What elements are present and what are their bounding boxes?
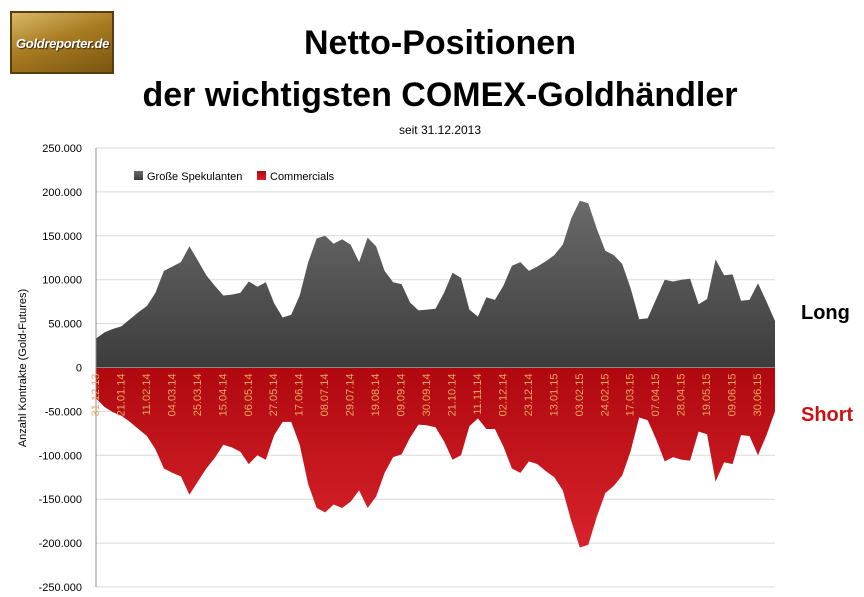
x-tick-label: 07.04.15 <box>650 374 662 417</box>
legend-label-short: Commercials <box>270 171 335 183</box>
x-tick-label: 09.06.15 <box>727 374 739 417</box>
y-tick-label: 250.000 <box>42 143 82 155</box>
x-tick-label: 24.02.15 <box>599 374 611 417</box>
chart-subtitle: seit 31.12.2013 <box>398 123 482 137</box>
x-tick-label: 19.05.15 <box>701 374 713 417</box>
chart-title-line2: der wichtigsten COMEX-Goldhändler <box>142 76 738 114</box>
legend-label-long: Große Spekulanten <box>147 171 242 183</box>
y-tick-label: 150.000 <box>42 231 82 243</box>
x-tick-label: 25.03.14 <box>192 373 204 416</box>
x-tick-label: 30.09.14 <box>421 373 433 416</box>
x-tick-label: 19.08.14 <box>370 374 382 417</box>
x-tick-label: 28.04.15 <box>676 373 688 416</box>
x-tick-label: 17.03.15 <box>625 373 637 416</box>
y-tick-label: -50.000 <box>45 406 82 418</box>
logo-text: Goldreporter.de <box>16 36 110 51</box>
y-tick-label: -100.000 <box>39 450 82 462</box>
y-tick-label: -250.000 <box>39 582 82 594</box>
y-tick-label: 50.000 <box>48 319 82 331</box>
x-tick-label: 04.03.14 <box>166 374 178 417</box>
x-tick-label: 23.12.14 <box>523 374 535 417</box>
x-tick-label: 15.04.14 <box>217 373 229 416</box>
x-tick-label: 31.12.13 <box>90 374 102 417</box>
y-axis-label: Anzahl Kontrakte (Gold-Futures) <box>17 289 29 447</box>
x-tick-label: 29.07.14 <box>345 373 357 416</box>
y-tick-label: 0 <box>76 363 82 375</box>
area-commercials <box>96 367 775 548</box>
x-tick-label: 11.02.14 <box>141 373 153 415</box>
x-tick-label: 03.02.15 <box>574 374 586 417</box>
goldreporter-logo: Goldreporter.de <box>10 11 114 74</box>
x-tick-label: 09.09.14 <box>396 374 408 417</box>
y-tick-label: 100.000 <box>42 275 82 287</box>
x-tick-label: 21.10.14 <box>447 374 459 417</box>
x-tick-label: 17.06.14 <box>294 374 306 417</box>
x-tick-label: 21.01.14 <box>116 374 128 417</box>
long-label: Long <box>801 302 850 324</box>
legend-swatch-short <box>257 171 266 180</box>
short-label: Short <box>801 404 854 426</box>
x-tick-label: 30.06.15 <box>752 373 764 416</box>
chart-title-line1: Netto-Positionen <box>304 24 576 62</box>
x-tick-label: 11.11.14 <box>472 373 484 414</box>
y-tick-label: 200.000 <box>42 187 82 199</box>
area-grosse-spekulanten <box>96 200 775 368</box>
x-tick-label: 27.05.14 <box>268 373 280 416</box>
x-tick-label: 06.05.14 <box>243 374 255 417</box>
legend: Große Spekulanten Commercials <box>134 171 335 183</box>
y-tick-label: -150.000 <box>39 494 82 506</box>
y-tick-label: -200.000 <box>39 538 82 550</box>
x-tick-label: 08.07.14 <box>319 374 331 417</box>
x-tick-label: 02.12.14 <box>497 374 509 417</box>
x-tick-label: 13.01.15 <box>548 373 560 416</box>
legend-swatch-long <box>134 171 143 180</box>
